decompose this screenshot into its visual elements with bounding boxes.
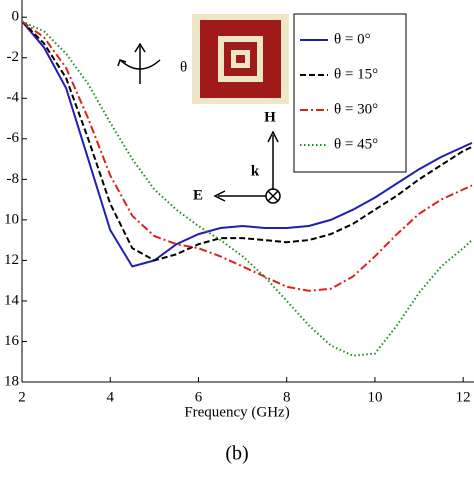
x-tick-label: 8 — [283, 389, 291, 405]
x-tick-label: 12 — [456, 389, 471, 405]
legend-label: θ = 30° — [334, 101, 378, 117]
y-tick-label: 10 — [4, 211, 19, 227]
y-tick-label: 16 — [4, 333, 20, 349]
y-tick-label: -8 — [7, 171, 20, 187]
x-axis-label: Frequency (GHz) — [184, 404, 289, 420]
annotation: k — [251, 163, 260, 179]
legend-label: θ = 15° — [334, 66, 378, 82]
inset-image — [192, 14, 289, 104]
x-tick-label: 6 — [195, 389, 203, 405]
line-series — [22, 20, 473, 262]
legend-label: θ = 0° — [334, 31, 371, 47]
line-series — [22, 20, 473, 357]
annotation: E — [193, 187, 203, 203]
y-tick-label: 14 — [4, 292, 20, 308]
legend-label: θ = 45° — [334, 136, 378, 152]
line-series — [22, 20, 473, 268]
x-tick-label: 4 — [106, 389, 114, 405]
plot-area — [22, 20, 473, 357]
y-tick-label: -6 — [7, 130, 20, 146]
y-tick-label: 0 — [12, 9, 20, 25]
y-tick-label: 12 — [4, 252, 19, 268]
y-tick-label: -2 — [7, 49, 20, 65]
x-tick-label: 2 — [18, 389, 26, 405]
caption: (b) — [225, 443, 248, 465]
rotation-icon — [117, 42, 161, 84]
field-arrows — [213, 130, 281, 204]
annotation: H — [264, 109, 276, 125]
annotation: θ — [180, 59, 187, 75]
y-tick-label: -4 — [7, 90, 20, 106]
x-tick-label: 10 — [367, 389, 382, 405]
y-tick-label: 18 — [4, 373, 19, 389]
line-series — [22, 20, 473, 292]
